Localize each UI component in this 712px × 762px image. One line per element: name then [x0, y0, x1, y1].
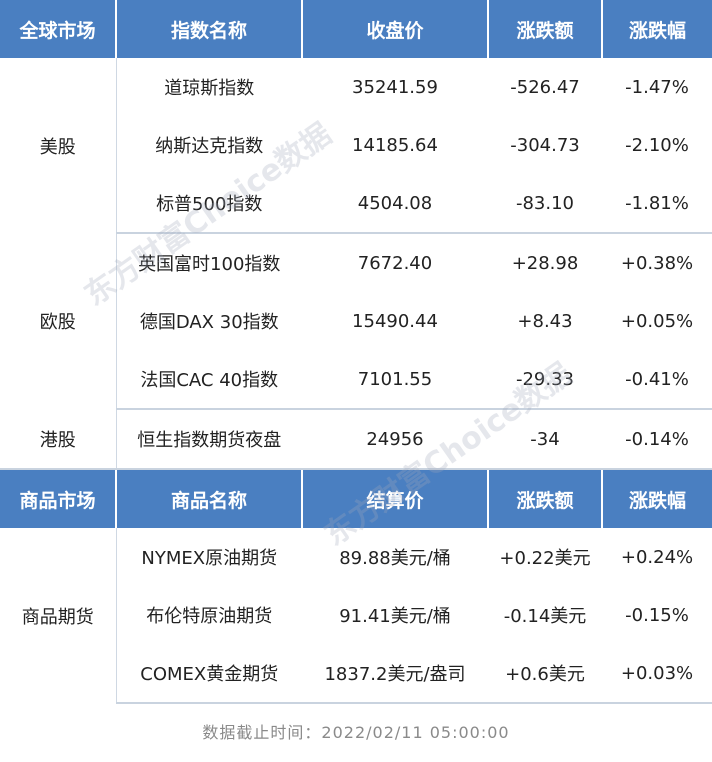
table-row: 商品期货 NYMEX原油期货 89.88美元/桶 +0.22美元 +0.24% — [0, 528, 712, 703]
price-cell: 24956 — [302, 409, 488, 470]
column-header: 指数名称 — [116, 0, 303, 58]
price-cell: 89.88美元/桶 — [339, 548, 451, 569]
name-cell: 德国DAX 30指数 — [139, 312, 279, 333]
change-cell: -304.73 — [510, 134, 580, 156]
name-cell: NYMEX原油期货 — [141, 548, 278, 569]
table-row: 欧股 英国富时100指数 7672.40 +28.98 +0.38% — [0, 233, 712, 409]
table-row: 法国CAC 40指数 7101.55 -29.33 -0.41% — [0, 350, 712, 410]
pct-cell: -0.15% — [625, 604, 689, 626]
column-header: 涨跌幅 — [602, 469, 712, 528]
price-cell: 7672.40 — [357, 252, 433, 274]
pct-cell: -0.41% — [602, 350, 712, 410]
market-cell: 港股 — [0, 409, 117, 470]
table-row: 纳斯达克指数 14185.64 -304.73 -2.10% — [0, 116, 712, 174]
price-cell: 35241.59 — [352, 76, 438, 98]
market-table: 全球市场 指数名称 收盘价 涨跌额 涨跌幅 美股 道琼斯指数 35241.59 -526.47-… — [0, 0, 712, 704]
column-header: 涨跌额 — [488, 0, 603, 58]
column-header: 涨跌额 — [488, 469, 603, 528]
column-header: 收盘价 — [302, 0, 489, 58]
name-cell: 英国富时100指数 — [138, 254, 281, 275]
pct-cell: +0.38% — [620, 252, 694, 274]
pct-cell: -2.10% — [625, 134, 689, 156]
change-cell: -526.47 — [510, 76, 580, 98]
price-cell: 91.41美元/桶 — [339, 606, 451, 627]
pct-cell: -1.47% — [625, 76, 689, 98]
column-header: 商品名称 — [116, 469, 303, 528]
data-cutoff-footer: 数据截止时间：2022/02/11 05:00:00 — [202, 723, 510, 742]
change-cell: -34 — [488, 409, 602, 470]
change-cell: +8.43 — [517, 310, 573, 332]
table-row: 布伦特原油期货 91.41美元/桶 -0.14美元 -0.15% — [0, 586, 712, 644]
change-cell: +0.6美元 — [488, 644, 602, 704]
market-cell: 商品期货 — [0, 528, 117, 703]
commodity-header-row: 商品市场 商品名称 结算价 涨跌额 涨跌幅 — [0, 469, 712, 528]
column-header: 商品市场 — [0, 469, 117, 528]
change-cell: +0.22美元 — [499, 548, 591, 569]
change-cell: -0.14美元 — [503, 606, 587, 627]
name-cell: 标普500指数 — [116, 174, 302, 234]
price-cell: 7101.55 — [302, 350, 488, 410]
name-cell: 道琼斯指数 — [164, 78, 255, 99]
column-header: 全球市场 — [0, 0, 117, 58]
name-cell: 法国CAC 40指数 — [116, 350, 302, 410]
change-cell: -29.33 — [488, 350, 602, 410]
table-row: 标普500指数 4504.08 -83.10 -1.81% — [0, 174, 712, 234]
index-header-row: 全球市场 指数名称 收盘价 涨跌额 涨跌幅 — [0, 0, 712, 58]
pct-cell: +0.03% — [602, 644, 712, 704]
market-cell: 美股 — [0, 58, 117, 233]
pct-cell: -0.14% — [602, 409, 712, 470]
market-cell: 欧股 — [0, 233, 117, 409]
change-cell: -83.10 — [488, 174, 602, 234]
pct-cell: +0.24% — [620, 546, 694, 568]
table-row: 德国DAX 30指数 15490.44 +8.43 +0.05% — [0, 292, 712, 350]
price-cell: 14185.64 — [352, 134, 438, 156]
name-cell: 恒生指数期货夜盘 — [116, 409, 302, 470]
pct-cell: +0.05% — [620, 310, 694, 332]
price-cell: 1837.2美元/盎司 — [302, 644, 488, 704]
name-cell: COMEX黄金期货 — [116, 644, 302, 704]
table-row: 美股 道琼斯指数 35241.59 -526.47 -1.47% — [0, 58, 712, 233]
change-cell: +28.98 — [511, 252, 579, 274]
pct-cell: -1.81% — [602, 174, 712, 234]
column-header: 涨跌幅 — [602, 0, 712, 58]
price-cell: 4504.08 — [302, 174, 488, 234]
name-cell: 纳斯达克指数 — [155, 136, 264, 157]
table-row: COMEX黄金期货 1837.2美元/盎司 +0.6美元 +0.03% — [0, 644, 712, 704]
table-row: 港股 恒生指数期货夜盘 24956 -34 -0.14% — [0, 409, 712, 470]
column-header: 结算价 — [302, 469, 489, 528]
price-cell: 15490.44 — [352, 310, 438, 332]
name-cell: 布伦特原油期货 — [146, 606, 273, 627]
